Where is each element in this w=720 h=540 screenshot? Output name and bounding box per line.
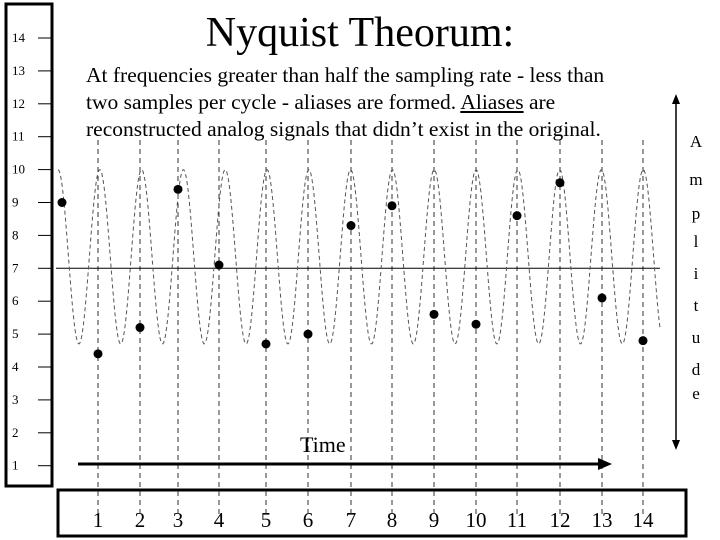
amplitude-letter: e bbox=[692, 384, 700, 403]
sample-point bbox=[261, 339, 271, 349]
y-tick-label: 10 bbox=[12, 162, 25, 177]
amplitude-arrow-head-top bbox=[672, 94, 680, 104]
y-tick-label: 4 bbox=[12, 359, 19, 374]
sample-point bbox=[93, 349, 103, 359]
x-tick-label: 9 bbox=[429, 508, 440, 532]
y-tick-label: 3 bbox=[12, 392, 19, 407]
x-tick-label: 7 bbox=[346, 508, 357, 532]
slide-body: At frequencies greater than half the sam… bbox=[86, 62, 686, 143]
amplitude-arrow-head-bottom bbox=[672, 440, 680, 450]
amplitude-letter: i bbox=[693, 264, 699, 283]
sample-point bbox=[429, 309, 439, 319]
x-tick-label: 13 bbox=[592, 508, 613, 532]
sample-point bbox=[512, 211, 522, 221]
amplitude-letter: u bbox=[691, 328, 701, 347]
amplitude-letter: p bbox=[691, 204, 701, 223]
x-tick-label: 14 bbox=[633, 508, 655, 532]
sample-point bbox=[214, 260, 224, 270]
body-line-1: At frequencies greater than half the sam… bbox=[86, 63, 605, 87]
x-tick-label: 12 bbox=[550, 508, 571, 532]
sample-points bbox=[57, 178, 648, 359]
sample-point bbox=[57, 198, 67, 207]
x-tick-label: 5 bbox=[261, 508, 272, 532]
sample-point bbox=[173, 184, 183, 194]
x-tick-label: 4 bbox=[214, 508, 225, 532]
y-tick-label: 6 bbox=[12, 293, 19, 308]
sample-point bbox=[638, 336, 648, 346]
slide-title: Nyquist Theorum: bbox=[205, 10, 515, 56]
body-line-2: two samples per cycle - aliases are form… bbox=[86, 89, 686, 116]
amplitude-letter: d bbox=[691, 360, 701, 379]
y-axis-frame bbox=[4, 2, 54, 488]
time-label: Time bbox=[300, 432, 346, 457]
y-tick-label: 12 bbox=[12, 96, 25, 111]
y-tick-label: 11 bbox=[12, 129, 25, 144]
sample-point bbox=[135, 323, 145, 333]
x-tick-label: 3 bbox=[173, 508, 184, 532]
sample-point bbox=[303, 329, 313, 339]
y-tick-label: 1 bbox=[12, 458, 19, 473]
amplitude-letter: t bbox=[693, 296, 699, 315]
sample-point bbox=[471, 319, 481, 329]
amplitude-letter: A bbox=[689, 132, 703, 151]
y-tick-label: 13 bbox=[12, 63, 25, 78]
body-line-3: reconstructed analog signals that didn’t… bbox=[86, 117, 601, 141]
x-tick-label: 1 bbox=[93, 508, 104, 532]
y-tick-label: 7 bbox=[12, 260, 19, 275]
y-tick-label: 2 bbox=[12, 425, 19, 440]
sample-point bbox=[346, 221, 356, 231]
x-tick-label: 11 bbox=[507, 508, 527, 532]
x-axis-frame bbox=[56, 488, 688, 538]
y-tick-label: 9 bbox=[12, 195, 19, 210]
amplitude-letter: m bbox=[689, 170, 703, 189]
sample-point bbox=[555, 178, 565, 188]
sample-guides bbox=[97, 140, 644, 518]
y-tick-label: 8 bbox=[12, 227, 19, 242]
x-tick-label: 8 bbox=[387, 508, 398, 532]
x-tick-group: 1 2 3 4 5 6 7 8 9 10 11 12 13 14 bbox=[93, 508, 654, 532]
analog-wave bbox=[57, 168, 661, 345]
y-tick-label: 5 bbox=[12, 326, 19, 341]
sample-point bbox=[597, 293, 607, 303]
x-tick-label: 2 bbox=[135, 508, 146, 532]
x-tick-label: 10 bbox=[466, 508, 487, 532]
y-tick-label: 14 bbox=[12, 30, 26, 45]
aliases-term: Aliases bbox=[460, 90, 524, 114]
x-tick-label: 6 bbox=[303, 508, 314, 532]
body-line-2-text: two samples per cycle - aliases are form… bbox=[86, 90, 461, 114]
sample-point bbox=[387, 201, 397, 211]
time-arrow-head bbox=[598, 458, 612, 470]
amplitude-letter: l bbox=[693, 232, 699, 251]
body-line-2-end: are bbox=[523, 90, 556, 114]
